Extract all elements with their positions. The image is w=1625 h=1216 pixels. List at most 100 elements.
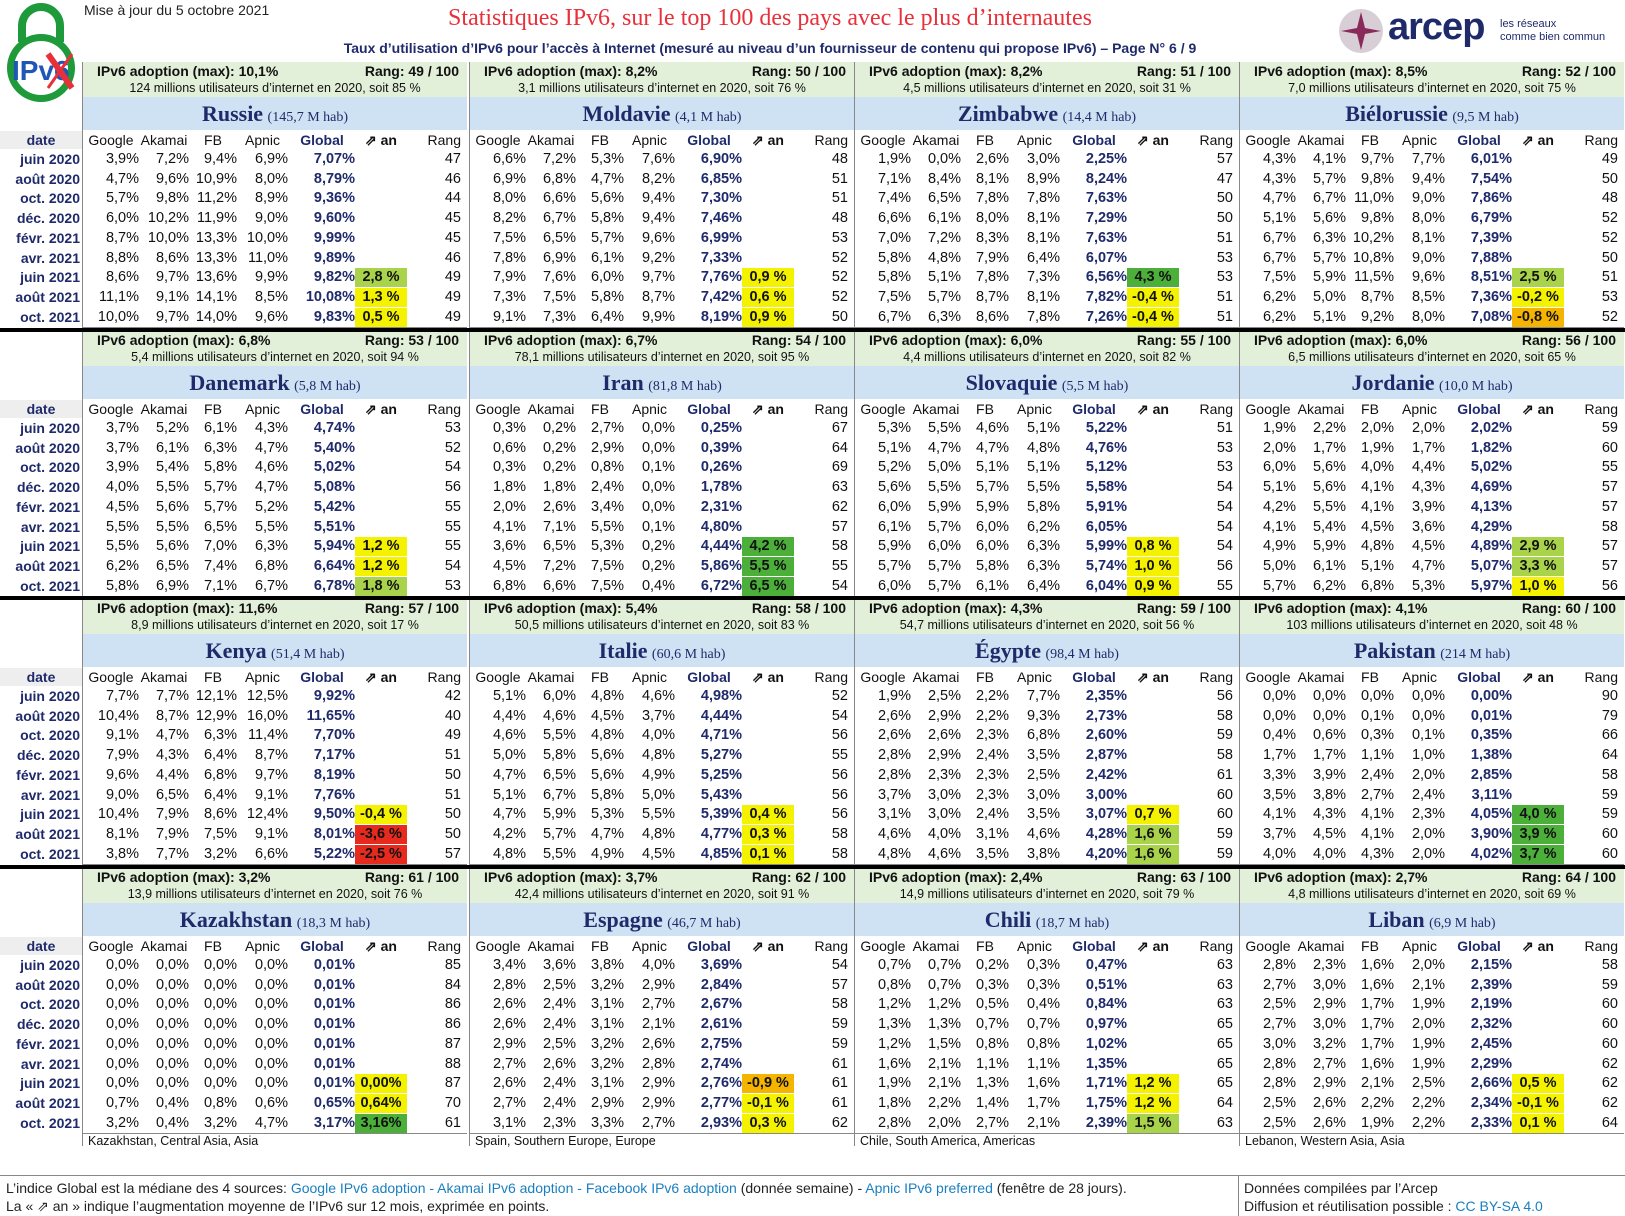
cell-rank: 59 (1601, 806, 1618, 823)
cell-akamai: 0,0% (155, 1035, 189, 1052)
cell-akamai: 5,6% (1312, 459, 1346, 476)
cell-google: 5,7% (877, 557, 911, 574)
cell-rank: 62 (1601, 1094, 1618, 1111)
cell-fb: 4,5% (1360, 518, 1394, 535)
cell-global: 5,39% (700, 806, 742, 823)
cell-fb: 7,4% (203, 557, 237, 574)
cell-rank: 57 (1601, 479, 1618, 496)
cell-rank: 52 (444, 439, 461, 456)
footer-line-1: L’indice Global est la médiane des 4 sou… (6, 1179, 1127, 1197)
cell-fb: 5,1% (975, 459, 1009, 476)
cell-fb: 11,2% (196, 190, 237, 207)
table-row: 7,4% 6,5% 7,8% 7,8% 7,63% 50 (855, 189, 1239, 209)
cell-apnic: 7,8% (1026, 190, 1060, 207)
cell-akamai: 6,0% (927, 538, 961, 555)
date-header: date (0, 937, 82, 955)
cell-global: 2,87% (1085, 747, 1127, 764)
cell-fb: 6,4% (203, 786, 237, 803)
arcep-tagline-1: les réseaux (1500, 18, 1557, 30)
cell-global: 4,28% (1085, 825, 1127, 842)
cell-apnic: 5,3% (1411, 577, 1445, 594)
adoption-bar: IPv6 adoption (max): 10,1% Rang: 49 / 100 (83, 62, 467, 80)
cell-akamai: 5,1% (927, 269, 961, 286)
cell-rank: 65 (1216, 1055, 1233, 1072)
cell-akamai: 3,6% (542, 957, 576, 973)
facebook-ipv6-link[interactable]: Facebook IPv6 adoption (585, 1180, 737, 1196)
internet-users: 124 millions utilisateurs d’internet en … (83, 80, 467, 97)
cell-global: 8,19% (700, 308, 742, 325)
cell-fb: 14,0% (195, 308, 237, 325)
cell-google: 7,1% (877, 170, 911, 187)
cell-trend: 6,5 % (742, 576, 794, 596)
column-header-trend: ⇗ an (1522, 669, 1554, 685)
cell-apnic: 0,0% (641, 479, 675, 496)
column-header-akamai: Akamai (140, 669, 188, 685)
cell-akamai: 7,9% (155, 806, 189, 823)
cell-google: 5,7% (1262, 577, 1296, 594)
cell-rank: 63 (1216, 996, 1233, 1013)
cell-global: 5,12% (1085, 459, 1127, 476)
column-header-google: Google (860, 401, 906, 417)
rank-badge: Rang: 62 / 100 (751, 869, 846, 885)
column-headers: Google Akamai FB Apnic Global ⇗ an Rang (83, 400, 467, 418)
country-region: Lebanon, Western Asia, Asia (1240, 1133, 1624, 1148)
license-link[interactable]: CC BY-SA 4.0 (1455, 1198, 1543, 1214)
country-panel: IPv6 adoption (max): 3,7% Rang: 62 / 100 4… (469, 868, 854, 1148)
column-header-akamai: Akamai (1297, 132, 1345, 148)
apnic-ipv6-link[interactable]: Apnic IPv6 preferred (865, 1180, 993, 1196)
cell-apnic: 4,8% (1026, 439, 1060, 456)
cell-apnic: 4,6% (1026, 825, 1060, 842)
cell-google: 6,7% (1262, 249, 1296, 266)
cell-google: 0,0% (105, 1075, 139, 1092)
google-ipv6-link[interactable]: Google IPv6 adoption (290, 1180, 426, 1196)
cell-apnic: 6,9% (254, 151, 288, 167)
cell-apnic: 0,0% (254, 996, 288, 1013)
cell-fb: 6,1% (975, 577, 1009, 594)
cell-global: 0,00% (1470, 688, 1512, 704)
cell-apnic: 5,2% (254, 498, 288, 515)
country-row: date juin 2020 août 2020 oct. 2020 déc. 2020… (0, 599, 1625, 879)
country-panel: IPv6 adoption (max): 2,4% Rang: 63 / 100 1… (854, 868, 1239, 1148)
column-header-akamai: Akamai (527, 938, 575, 954)
cell-apnic: 1,7% (1411, 439, 1445, 456)
internet-users: 50,5 millions utilisateurs d’internet en… (470, 617, 854, 634)
table-row: 4,0% 4,0% 4,3% 2,0% 4,02% 3,7 % 60 (1240, 844, 1624, 865)
cell-fb: 13,3% (195, 229, 237, 246)
cell-apnic: 10,0% (246, 229, 288, 246)
cell-global: 0,39% (700, 439, 742, 456)
column-headers: Google Akamai FB Apnic Global ⇗ an Rang (855, 400, 1239, 418)
cell-apnic: 6,7% (254, 577, 288, 594)
cell-akamai: 5,6% (1312, 210, 1346, 227)
country-population: (10,0 M hab) (1439, 379, 1513, 394)
cell-fb: 4,8% (590, 727, 624, 744)
cell-fb: 10,8% (1352, 249, 1394, 266)
cell-apnic: 3,9% (1411, 498, 1445, 515)
table-row: 7,1% 8,4% 8,1% 8,9% 8,24% 47 (855, 170, 1239, 190)
cell-google: 0,0% (105, 1055, 139, 1072)
cell-rank: 65 (1216, 1075, 1233, 1092)
column-header-apnic: Apnic (1016, 401, 1053, 417)
cell-fb: 3,2% (590, 1035, 624, 1052)
cell-akamai: 3,2% (1312, 1035, 1346, 1052)
cell-global: 4,69% (1470, 479, 1512, 496)
column-header-rank: Rang (814, 669, 848, 685)
cell-apnic: 2,9% (641, 1075, 675, 1092)
cell-trend: 2,8 % (355, 268, 407, 288)
cell-google: 0,8% (877, 976, 911, 993)
cell-fb: 5,6% (590, 766, 624, 783)
column-header-apnic: Apnic (244, 938, 281, 954)
adoption-bar: IPv6 adoption (max): 5,4% Rang: 58 / 100 (470, 599, 854, 617)
table-row: 4,6% 5,5% 4,8% 4,0% 4,71% 56 (470, 726, 854, 746)
cell-global: 4,29% (1470, 518, 1512, 535)
cell-global: 4,98% (700, 688, 742, 704)
akamai-ipv6-link[interactable]: Akamai IPv6 adoption (437, 1180, 574, 1196)
cell-trend: 0,7 % (1127, 805, 1179, 825)
table-row: 3,9% 5,4% 5,8% 4,6% 5,02% 54 (83, 458, 467, 478)
cell-google: 2,6% (492, 1075, 526, 1092)
cell-global: 2,76% (700, 1075, 742, 1092)
cell-fb: 2,4% (1360, 766, 1394, 783)
cell-apnic: 4,4% (1411, 459, 1445, 476)
table-row: 2,8% 2,9% 2,4% 3,5% 2,87% 58 (855, 746, 1239, 766)
cell-trend: 0,9 % (742, 307, 794, 327)
cell-google: 0,7% (877, 957, 911, 973)
